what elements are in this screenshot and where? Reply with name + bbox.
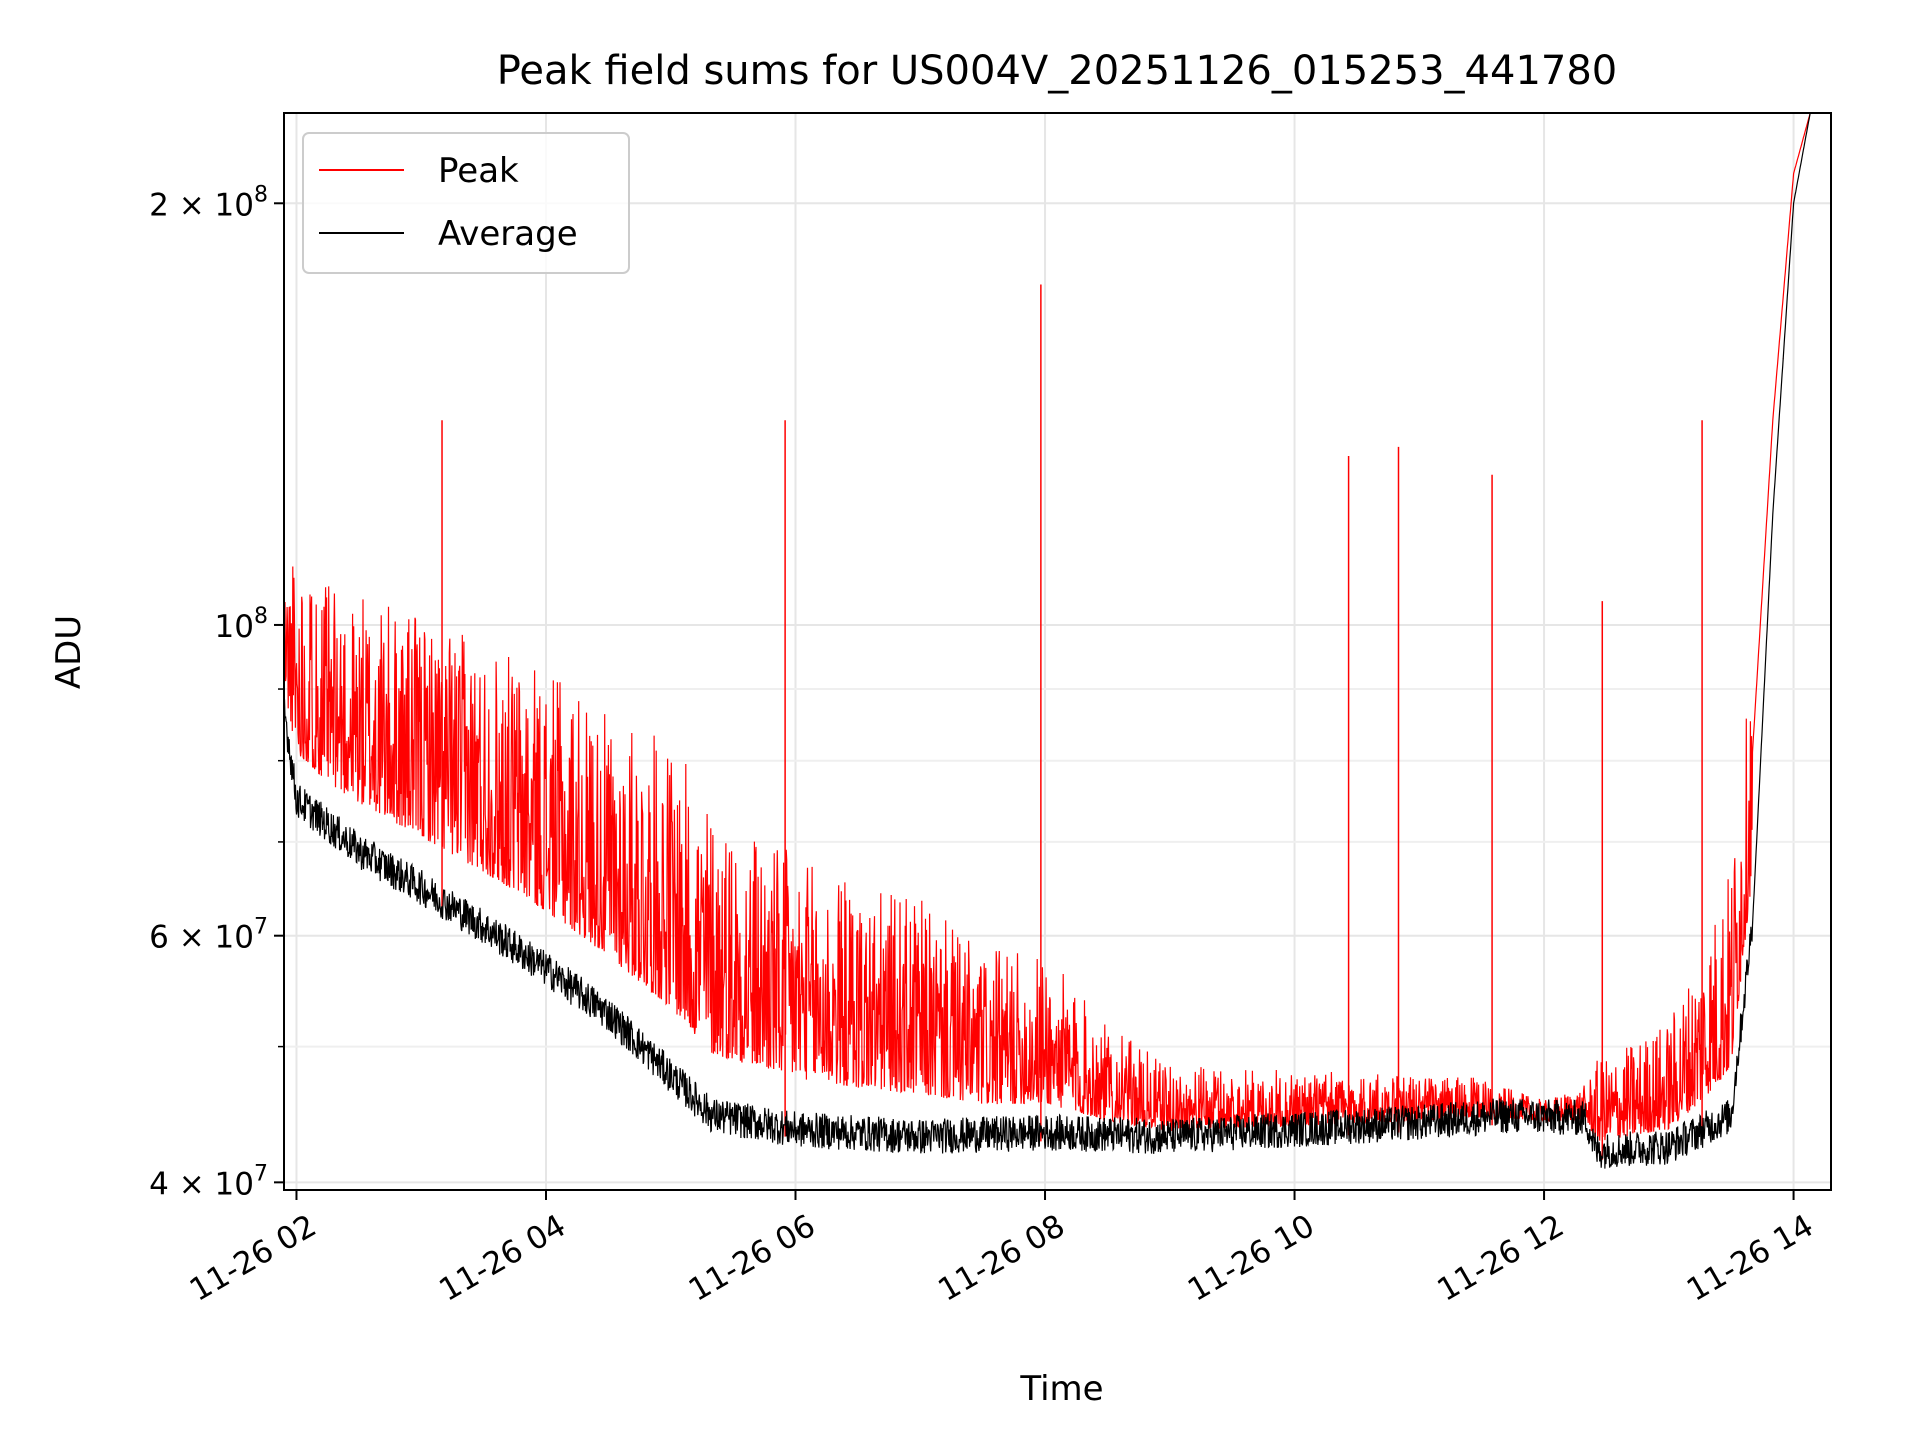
chart-title: Peak field sums for US004V_20251126_0152… [497, 48, 1618, 94]
legend-box [302, 132, 630, 274]
y-axis: 4 × 107 6 × 107 108 2 × 108 [149, 182, 284, 1202]
y-tick-label: 2 × 108 [149, 182, 268, 223]
legend-label-average: Average [438, 214, 578, 254]
y-tick-label: 4 × 107 [149, 1161, 268, 1202]
legend: Peak Average [302, 132, 630, 274]
x-axis-label: Time [1019, 1369, 1103, 1409]
series-line-average [284, 113, 1811, 1169]
y-axis-label: ADU [49, 615, 89, 689]
series-layer [284, 113, 1811, 1169]
grid [284, 113, 1831, 1190]
legend-label-peak: Peak [438, 151, 519, 191]
y-tick-label: 108 [215, 604, 268, 645]
plot-frame [283, 112, 1832, 1191]
y-tick-label: 6 × 107 [149, 915, 268, 956]
